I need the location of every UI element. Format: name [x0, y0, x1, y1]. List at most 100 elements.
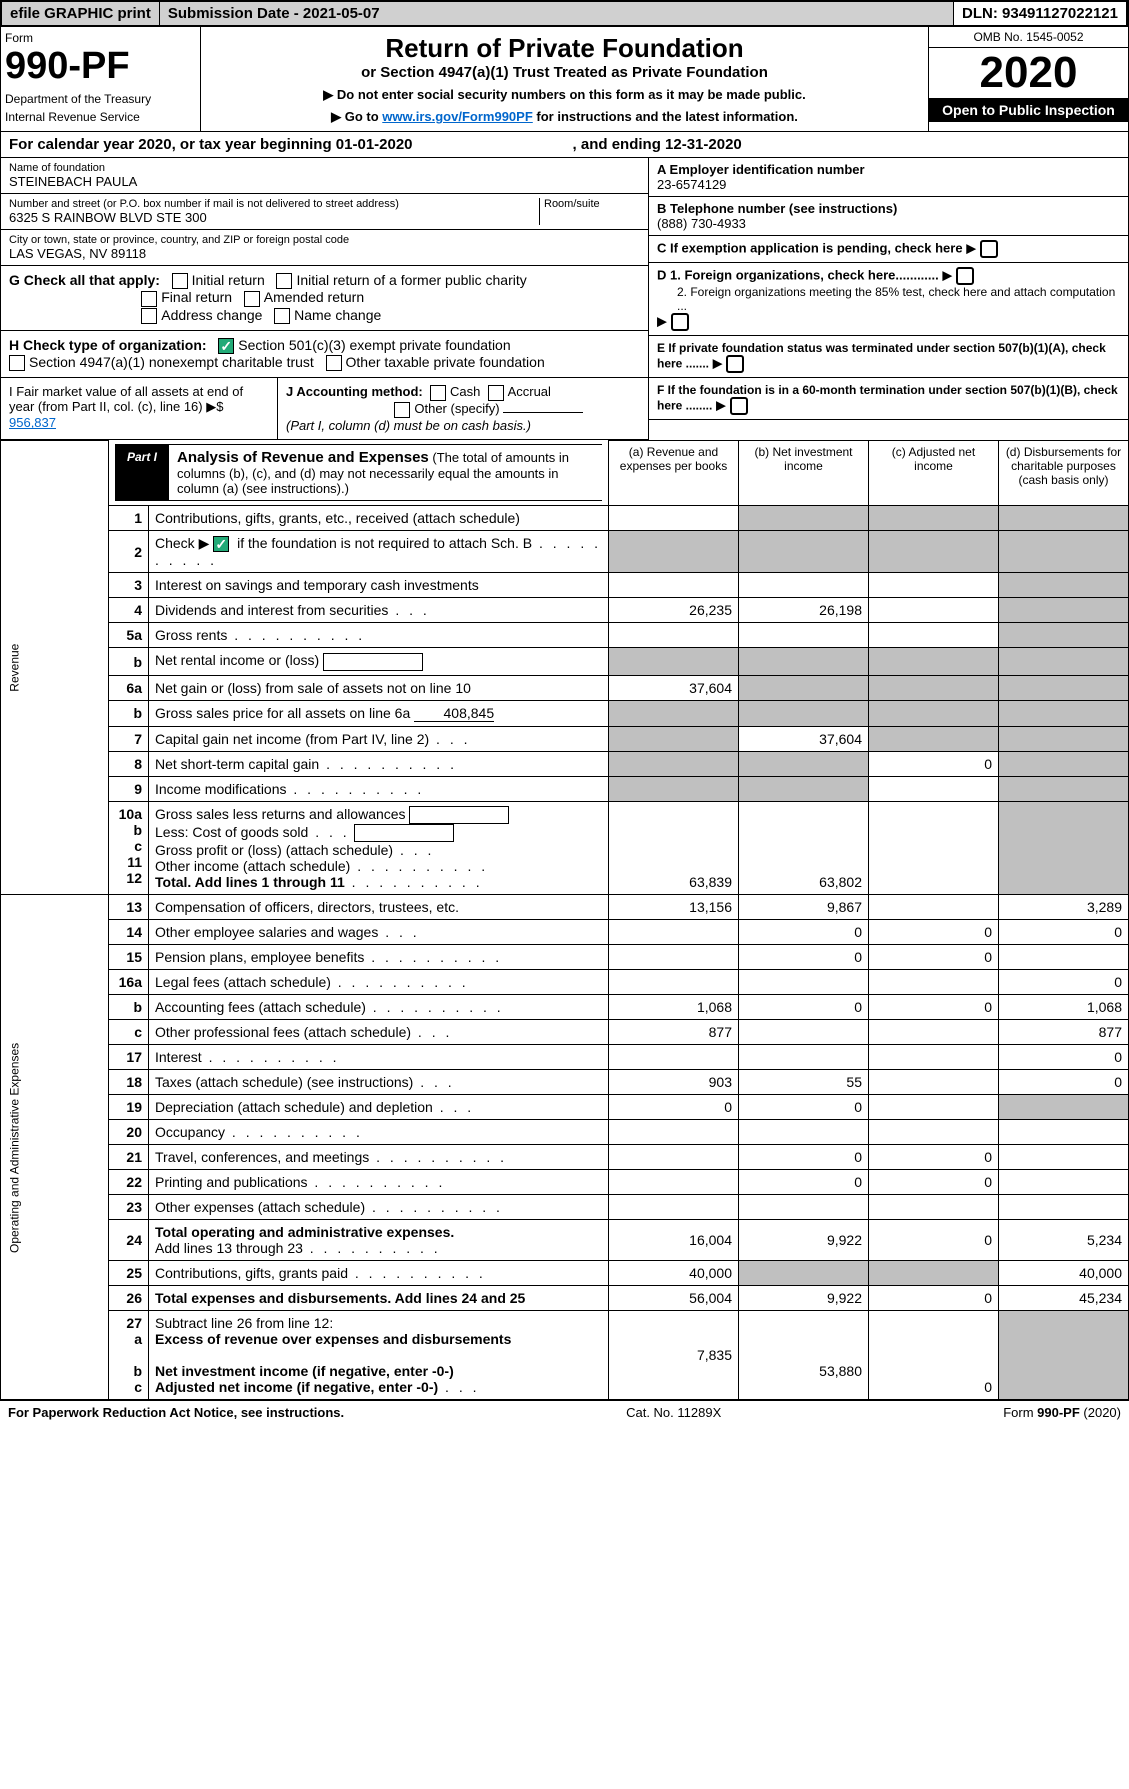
footer-left: For Paperwork Reduction Act Notice, see …	[8, 1405, 344, 1420]
cb-60month[interactable]	[730, 397, 748, 415]
cb-sch-b[interactable]	[213, 536, 229, 552]
cb-cash[interactable]	[430, 385, 446, 401]
table-row: 16aLegal fees (attach schedule)0	[1, 970, 1129, 995]
col-d-header: (d) Disbursements for charitable purpose…	[999, 440, 1129, 506]
cb-accrual[interactable]	[488, 385, 504, 401]
form-word: Form	[5, 31, 196, 45]
table-row: 4Dividends and interest from securities2…	[1, 598, 1129, 623]
cal-begin: For calendar year 2020, or tax year begi…	[9, 136, 413, 153]
e-label: E If private foundation status was termi…	[657, 341, 1106, 370]
col-b-header: (b) Net investment income	[739, 440, 869, 506]
table-row: 9Income modifications	[1, 776, 1129, 801]
table-row: 27abc Subtract line 26 from line 12: Exc…	[1, 1311, 1129, 1400]
table-row: 2Check ▶ if the foundation is not requir…	[1, 531, 1129, 573]
table-row: 21Travel, conferences, and meetings00	[1, 1145, 1129, 1170]
table-row: 10abc1112 Gross sales less returns and a…	[1, 801, 1129, 895]
footer-right: Form 990-PF (2020)	[1003, 1405, 1121, 1420]
cb-other-method[interactable]	[394, 402, 410, 418]
table-row: 3Interest on savings and temporary cash …	[1, 573, 1129, 598]
table-row: 5aGross rents	[1, 623, 1129, 648]
part1-title: Analysis of Revenue and Expenses	[177, 449, 429, 466]
d2-label: 2. Foreign organizations meeting the 85%…	[657, 285, 1120, 313]
cb-initial-former[interactable]	[276, 273, 292, 289]
h-label: H Check type of organization:	[9, 337, 207, 353]
cb-final-return[interactable]	[141, 291, 157, 307]
j-label: J Accounting method:	[286, 384, 423, 399]
col-a-header: (a) Revenue and expenses per books	[609, 440, 739, 506]
addr-label: Number and street (or P.O. box number if…	[9, 198, 535, 210]
table-row: 18Taxes (attach schedule) (see instructi…	[1, 1070, 1129, 1095]
table-row: 6aNet gain or (loss) from sale of assets…	[1, 675, 1129, 700]
cb-foreign-85[interactable]	[671, 313, 689, 331]
part1-label: Part I	[115, 444, 169, 501]
info-grid: Name of foundation STEINEBACH PAULA Numb…	[0, 158, 1129, 440]
omb-number: OMB No. 1545-0052	[929, 27, 1128, 48]
submission-date: Submission Date - 2021-05-07	[160, 2, 954, 25]
table-row: bAccounting fees (attach schedule)1,0680…	[1, 995, 1129, 1020]
table-row: cOther professional fees (attach schedul…	[1, 1020, 1129, 1045]
table-row: bGross sales price for all assets on lin…	[1, 700, 1129, 726]
dept-irs: Internal Revenue Service	[5, 110, 196, 124]
footer-mid: Cat. No. 11289X	[626, 1405, 721, 1420]
ein-label: A Employer identification number	[657, 162, 1120, 177]
g-label: G Check all that apply:	[9, 272, 160, 288]
revenue-vert-label: Revenue	[1, 440, 109, 895]
d1-label: D 1. Foreign organizations, check here..…	[657, 267, 939, 282]
table-row: 19Depreciation (attach schedule) and dep…	[1, 1095, 1129, 1120]
calendar-year-row: For calendar year 2020, or tax year begi…	[0, 132, 1129, 158]
table-row: 15Pension plans, employee benefits00	[1, 945, 1129, 970]
table-row: 14Other employee salaries and wages000	[1, 920, 1129, 945]
ssn-warning: Do not enter social security numbers on …	[207, 87, 922, 103]
dln: DLN: 93491127022121	[954, 2, 1127, 25]
ein-value: 23-6574129	[657, 177, 1120, 192]
form-title: Return of Private Foundation	[207, 33, 922, 64]
cb-name-change[interactable]	[274, 308, 290, 324]
open-inspection: Open to Public Inspection	[929, 98, 1128, 122]
col-c-header: (c) Adjusted net income	[869, 440, 999, 506]
section-g: G Check all that apply: Initial return I…	[1, 266, 648, 331]
cb-initial-return[interactable]	[172, 273, 188, 289]
table-row: Operating and Administrative Expenses 13…	[1, 895, 1129, 920]
part1-table: Revenue Part I Analysis of Revenue and E…	[0, 440, 1129, 1401]
irs-link[interactable]: www.irs.gov/Form990PF	[382, 109, 533, 124]
table-row: 20Occupancy	[1, 1120, 1129, 1145]
cb-exemption-pending[interactable]	[980, 240, 998, 258]
top-bar: efile GRAPHIC print Submission Date - 20…	[0, 0, 1129, 27]
addr-value: 6325 S RAINBOW BLVD STE 300	[9, 210, 535, 225]
efile-label[interactable]: efile GRAPHIC print	[2, 2, 160, 25]
phone-label: B Telephone number (see instructions)	[657, 201, 1120, 216]
cb-other-taxable[interactable]	[326, 355, 342, 371]
city-label: City or town, state or province, country…	[9, 234, 640, 246]
room-label: Room/suite	[544, 198, 640, 210]
cb-addr-change[interactable]	[141, 308, 157, 324]
foundation-name: STEINEBACH PAULA	[9, 174, 640, 189]
table-row: 23Other expenses (attach schedule)	[1, 1195, 1129, 1220]
c-label: C If exemption application is pending, c…	[657, 240, 963, 255]
table-row: 22Printing and publications00	[1, 1170, 1129, 1195]
f-label: F If the foundation is in a 60-month ter…	[657, 383, 1118, 412]
section-h: H Check type of organization: Section 50…	[1, 331, 648, 379]
cal-end: , and ending 12-31-2020	[573, 136, 742, 153]
goto-prefix: Go to	[331, 109, 382, 124]
cb-amended[interactable]	[244, 291, 260, 307]
table-row: 26Total expenses and disbursements. Add …	[1, 1286, 1129, 1311]
dept-treasury: Department of the Treasury	[5, 92, 196, 106]
i-label: I Fair market value of all assets at end…	[9, 384, 243, 414]
form-subtitle: or Section 4947(a)(1) Trust Treated as P…	[207, 64, 922, 81]
city-value: LAS VEGAS, NV 89118	[9, 246, 640, 261]
tax-year: 2020	[929, 48, 1128, 98]
form-number: 990-PF	[5, 45, 196, 88]
cb-4947[interactable]	[9, 355, 25, 371]
cb-501c3[interactable]	[218, 338, 234, 354]
expenses-vert-label: Operating and Administrative Expenses	[1, 895, 109, 1400]
name-label: Name of foundation	[9, 162, 640, 174]
footer: For Paperwork Reduction Act Notice, see …	[0, 1400, 1129, 1424]
goto-suffix: for instructions and the latest informat…	[536, 109, 797, 124]
cb-terminated[interactable]	[726, 355, 744, 373]
table-row: 17Interest0	[1, 1045, 1129, 1070]
fmv-value[interactable]: 956,837	[9, 415, 56, 430]
table-row: 7Capital gain net income (from Part IV, …	[1, 726, 1129, 751]
table-row: 1Contributions, gifts, grants, etc., rec…	[1, 506, 1129, 531]
table-row: 25Contributions, gifts, grants paid40,00…	[1, 1261, 1129, 1286]
cb-foreign-org[interactable]	[956, 267, 974, 285]
